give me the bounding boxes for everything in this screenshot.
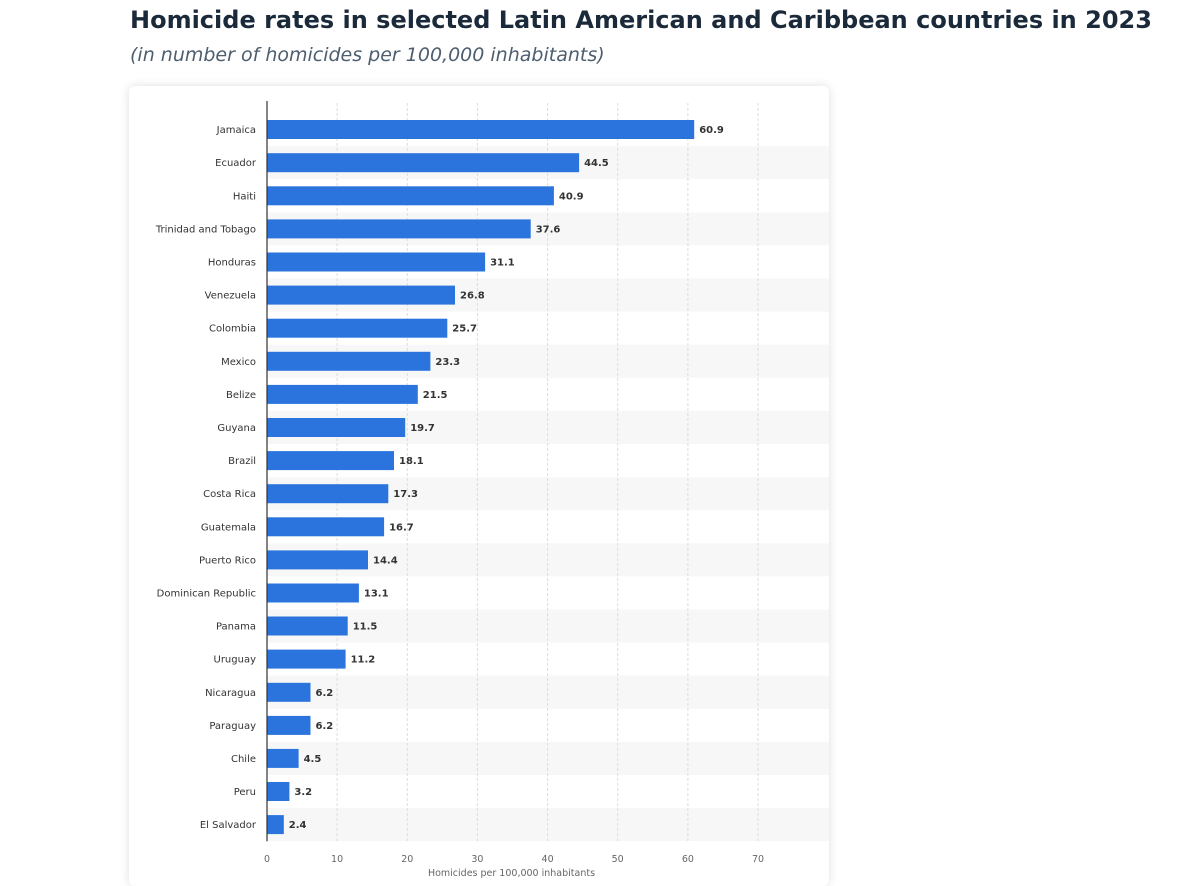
category-label-haiti: Haiti	[233, 191, 256, 202]
category-label-chile: Chile	[231, 754, 256, 765]
value-label-el-salvador: 2.4	[289, 820, 307, 831]
value-label-jamaica: 60.9	[699, 125, 724, 136]
x-tick-label-10: 10	[331, 854, 343, 865]
bar-colombia	[267, 318, 448, 338]
value-label-guatemala: 16.7	[389, 522, 414, 533]
value-label-brazil: 18.1	[399, 456, 424, 467]
value-label-panama: 11.5	[353, 622, 378, 633]
bar-honduras	[267, 252, 486, 272]
category-label-guyana: Guyana	[217, 423, 256, 434]
value-label-colombia: 25.7	[452, 324, 477, 335]
x-tick-label-20: 20	[401, 854, 413, 865]
value-label-dominican-republic: 13.1	[364, 589, 389, 600]
bar-brazil	[267, 451, 394, 471]
category-label-venezuela: Venezuela	[205, 291, 256, 302]
bar-peru	[267, 782, 290, 801]
chart-card: Jamaica 60.9 Ecuador 44.5 Haiti 40.9 Trinidad …	[129, 86, 829, 886]
value-label-trinidad-and-tobago: 37.6	[536, 224, 561, 235]
category-label-belize: Belize	[226, 390, 256, 401]
value-label-costa-rica: 17.3	[393, 489, 418, 500]
category-label-ecuador: Ecuador	[215, 158, 257, 169]
category-label-colombia: Colombia	[209, 324, 256, 335]
category-label-brazil: Brazil	[228, 456, 256, 467]
bar-costa-rica	[267, 484, 389, 504]
category-label-guatemala: Guatemala	[201, 522, 256, 533]
category-label-mexico: Mexico	[221, 357, 256, 368]
category-label-honduras: Honduras	[208, 258, 256, 269]
x-tick-label-50: 50	[612, 854, 624, 865]
bar-haiti	[267, 186, 554, 206]
x-axis-title: Homicides per 100,000 inhabitants	[428, 868, 595, 878]
category-label-trinidad-and-tobago: Trinidad and Tobago	[155, 224, 256, 235]
value-label-uruguay: 11.2	[351, 655, 376, 666]
bar-jamaica	[267, 120, 695, 139]
category-label-dominican-republic: Dominican Republic	[157, 589, 256, 600]
x-tick-label-70: 70	[752, 854, 764, 865]
category-label-el-salvador: El Salvador	[200, 820, 257, 831]
value-label-chile: 4.5	[304, 754, 322, 765]
category-label-nicaragua: Nicaragua	[205, 688, 256, 699]
bar-guyana	[267, 418, 406, 437]
value-label-guyana: 19.7	[410, 423, 435, 434]
value-label-ecuador: 44.5	[584, 158, 609, 169]
bar-mexico	[267, 351, 431, 371]
value-label-venezuela: 26.8	[460, 291, 485, 302]
bar-ecuador	[267, 153, 580, 173]
value-label-nicaragua: 6.2	[316, 688, 334, 699]
page-subtitle: (in number of homicides per 100,000 inha…	[130, 44, 605, 66]
category-label-peru: Peru	[234, 787, 256, 798]
bar-belize	[267, 384, 418, 404]
x-tick-label-30: 30	[471, 854, 483, 865]
category-label-uruguay: Uruguay	[214, 655, 257, 666]
category-label-paraguay: Paraguay	[209, 721, 256, 732]
bar-dominican-republic	[267, 583, 359, 603]
bar-chart: Jamaica 60.9 Ecuador 44.5 Haiti 40.9 Trinidad …	[155, 101, 829, 878]
bar-nicaragua	[267, 682, 311, 702]
bar-uruguay	[267, 649, 346, 669]
value-label-mexico: 23.3	[435, 357, 460, 368]
category-label-costa-rica: Costa Rica	[203, 489, 256, 500]
bar-paraguay	[267, 715, 311, 735]
page-title: Homicide rates in selected Latin America…	[130, 6, 1152, 34]
value-label-paraguay: 6.2	[316, 721, 334, 732]
bar-venezuela	[267, 285, 455, 305]
bar-guatemala	[267, 517, 385, 537]
bar-chile	[267, 748, 299, 768]
x-tick-label-60: 60	[682, 854, 694, 865]
category-label-puerto-rico: Puerto Rico	[199, 555, 256, 566]
value-label-belize: 21.5	[423, 390, 448, 401]
bar-trinidad-and-tobago	[267, 219, 531, 239]
category-label-jamaica: Jamaica	[216, 125, 256, 136]
value-label-haiti: 40.9	[559, 191, 584, 202]
x-tick-label-0: 0	[264, 854, 270, 865]
x-tick-label-40: 40	[542, 854, 554, 865]
value-label-peru: 3.2	[294, 787, 312, 798]
category-label-panama: Panama	[216, 622, 256, 633]
value-label-puerto-rico: 14.4	[373, 555, 398, 566]
bar-panama	[267, 616, 348, 636]
value-label-honduras: 31.1	[490, 258, 515, 269]
bar-puerto-rico	[267, 550, 368, 570]
bar-el-salvador	[267, 815, 284, 835]
